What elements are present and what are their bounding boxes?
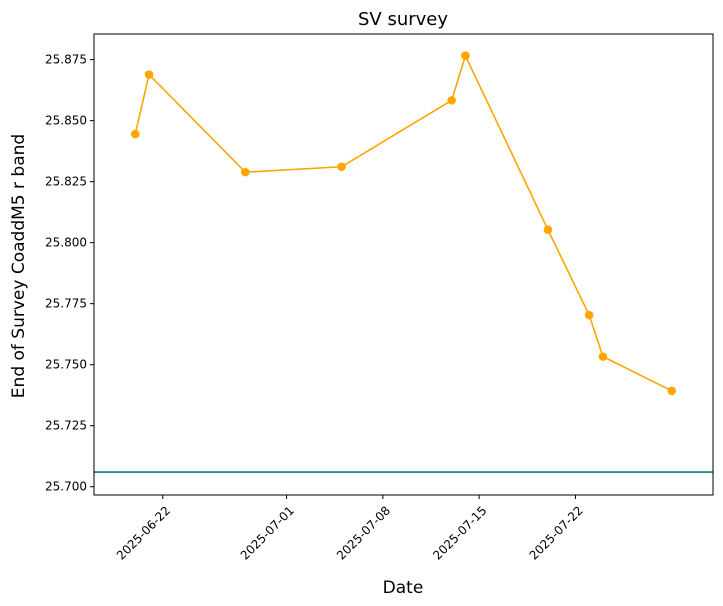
x-tick-label: 2025-07-22 — [527, 503, 586, 562]
chart-title: SV survey — [358, 9, 448, 30]
y-tick-label: 25.700 — [45, 480, 87, 494]
x-tick-label: 2025-07-01 — [238, 503, 297, 562]
y-tick-label: 25.875 — [45, 53, 87, 67]
data-point — [144, 70, 154, 79]
data-point — [337, 162, 346, 172]
y-tick-label: 25.750 — [45, 358, 87, 372]
y-tick-label: 25.800 — [45, 236, 87, 250]
data-point — [584, 310, 594, 320]
data-point — [241, 167, 250, 177]
data-point — [130, 129, 140, 139]
y-axis-label: End of Survey CoaddM5 r band — [9, 134, 29, 398]
x-tick-label: 2025-07-15 — [430, 503, 489, 562]
plot-area — [94, 51, 713, 473]
data-point — [667, 386, 677, 396]
y-tick-label: 25.775 — [45, 297, 87, 311]
data-point — [461, 51, 470, 61]
y-tick-label: 25.850 — [45, 114, 87, 128]
data-point — [598, 352, 608, 361]
x-axis-label: Date — [383, 578, 424, 598]
series-line — [134, 54, 673, 392]
plot-frame — [93, 33, 714, 496]
x-tick-label: 2025-06-22 — [114, 503, 173, 562]
data-point — [447, 96, 456, 105]
y-tick-label: 25.725 — [45, 419, 87, 433]
axes: 25.700 25.725 25.750 25.775 25.800 25.825 25.8… — [45, 33, 714, 563]
x-tick-label: 2025-07-08 — [334, 503, 393, 562]
y-tick-label: 25.825 — [45, 175, 87, 189]
data-point — [543, 225, 553, 235]
